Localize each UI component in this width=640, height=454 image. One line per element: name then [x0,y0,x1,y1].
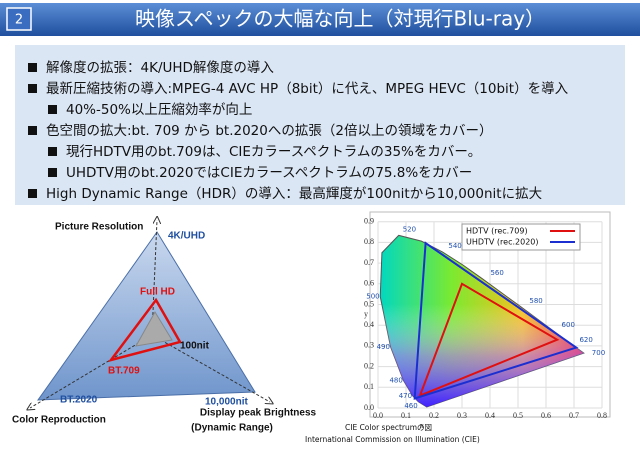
radar-axis [30,334,153,408]
radar-inner [135,311,173,347]
bullet-square [48,105,57,114]
radar-label: 100nit [180,341,210,352]
bullet-square [48,147,57,156]
x-tick-label: 0.5 [513,411,523,420]
radar-axis [151,334,270,402]
bullet-square [48,168,57,177]
wavelength-label: 580 [529,297,542,305]
bullet-square [28,126,37,135]
bullet-text: 解像度の拡張：4K/UHD解像度の導入 [46,60,274,76]
bullet-square [28,84,37,93]
wavelength-label: 480 [389,376,402,384]
y-tick-label: 0.4 [364,320,374,329]
radar-709 [107,297,182,363]
rec2020 [413,241,579,400]
header-bar [0,3,640,36]
bullet-text: 最新圧縮技術の導入:MPEG-4 AVC HP（8bit）に代え、MPEG HE… [46,81,569,97]
rec709 [418,282,560,398]
wavelength-label: 460 [404,402,417,410]
wavelength-label: 700 [592,349,605,357]
x-tick-label: 0.8 [597,411,607,420]
caption: International Commission on Illumination… [305,435,480,444]
title: 映像スペックの大幅な向上（対現行Blu-ray） [135,7,545,31]
legend-label: UHDTV (rec.2020) [466,238,539,247]
radar-label: BT.2020 [60,395,98,406]
radar-label: Color Reproduction [12,415,106,426]
wavelength-label: 500 [366,293,379,301]
radar-label: Full HD [140,287,175,298]
bullet-square [28,189,37,198]
page-number: 2 [15,13,23,28]
wavelength-label: 540 [448,242,461,250]
y-tick-label: 0.0 [364,403,374,412]
radar-outer [37,231,256,401]
x-tick-label: 0.2 [429,411,439,420]
x-tick-label: 0.4 [485,411,495,420]
x-axis-label: x [420,421,424,430]
y-tick-label: 0.1 [364,382,374,391]
bullet-text: 40%-50%以上圧縮効率が向上 [66,101,252,118]
radar-label: (Dynamic Range) [191,423,273,434]
y-tick-label: 0.5 [364,299,374,308]
bullet-square [28,63,37,72]
wavelength-label: 620 [579,336,592,344]
page-box [6,7,32,31]
wavelength-label: 520 [403,225,416,233]
y-tick-label: 0.7 [364,258,374,267]
y-axis-label: y [364,310,368,319]
y-tick-label: 0.9 [364,217,374,226]
caption: CIE Color spectrumの図 [345,423,432,432]
bullet-text: UHDTV用のbt.2020ではCIEカラースペクトラムの75.8%をカバー [66,165,472,181]
radar-label: 4K/UHD [168,231,205,242]
y-tick-label: 0.6 [364,279,374,288]
wavelength-label: 470 [399,392,412,400]
radar-label: Picture Resolution [55,222,143,233]
radar-label: Display peak Brightness [200,408,317,419]
radar-label: BT.709 [108,366,140,377]
wavelength-label: 560 [490,269,503,277]
wavelength-label: 490 [377,343,390,351]
x-tick-label: 0.0 [373,411,383,420]
radar-axis [151,220,157,336]
bullet-text: 現行HDTV用のbt.709は、CIEカラースペクトラムの35%をカバー。 [66,144,481,160]
y-tick-label: 0.2 [364,361,374,370]
bullet-box [15,45,625,205]
x-tick-label: 0.1 [401,411,411,420]
bullet-text: 色空間の拡大:bt. 709 から bt.2020への拡張（2倍以上の領域をカバ… [46,122,492,139]
y-tick-label: 0.8 [364,237,374,246]
radar-label: 10,000nit [205,397,248,408]
legend-box [461,223,581,251]
bullet-text: High Dynamic Range（HDR）の導入：最高輝度が100nitから… [46,185,542,202]
wavelength-label: 600 [562,321,575,329]
legend-label: HDTV (rec.709) [466,227,528,236]
x-tick-label: 0.7 [569,411,579,420]
x-tick-label: 0.3 [457,411,467,420]
x-tick-label: 0.6 [541,411,551,420]
y-tick-label: 0.3 [364,341,374,350]
